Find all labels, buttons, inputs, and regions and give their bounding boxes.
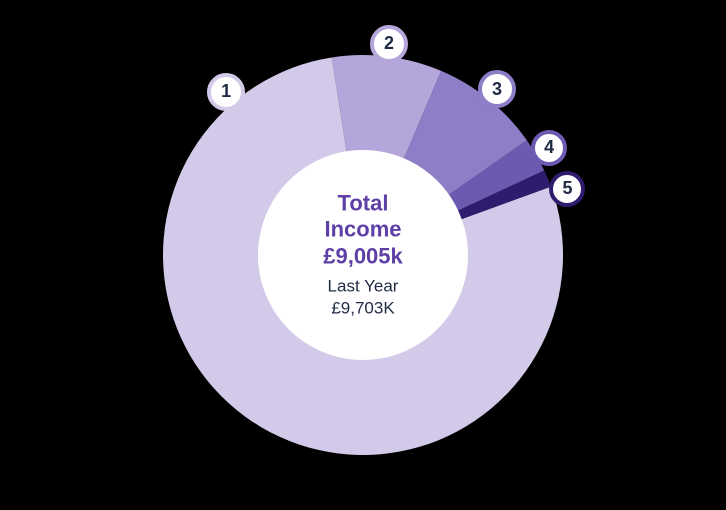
slice-badge-1: 1 (207, 73, 245, 111)
donut-chart: Total Income £9,005k Last Year £9,703K 1… (143, 35, 583, 475)
center-title: Total Income £9,005k (273, 190, 453, 269)
center-title-line1: Total (338, 190, 389, 215)
slice-badge-5: 5 (549, 171, 585, 207)
center-title-line2: Income (324, 217, 401, 242)
slice-badge-2: 2 (370, 25, 408, 63)
slice-badge-4: 4 (531, 130, 567, 166)
center-text: Total Income £9,005k Last Year £9,703K (273, 190, 453, 319)
center-sub-line1: Last Year (328, 276, 399, 295)
center-subtitle: Last Year £9,703K (273, 275, 453, 319)
center-sub-line2: £9,703K (331, 299, 394, 318)
center-title-line3: £9,005k (323, 243, 403, 268)
